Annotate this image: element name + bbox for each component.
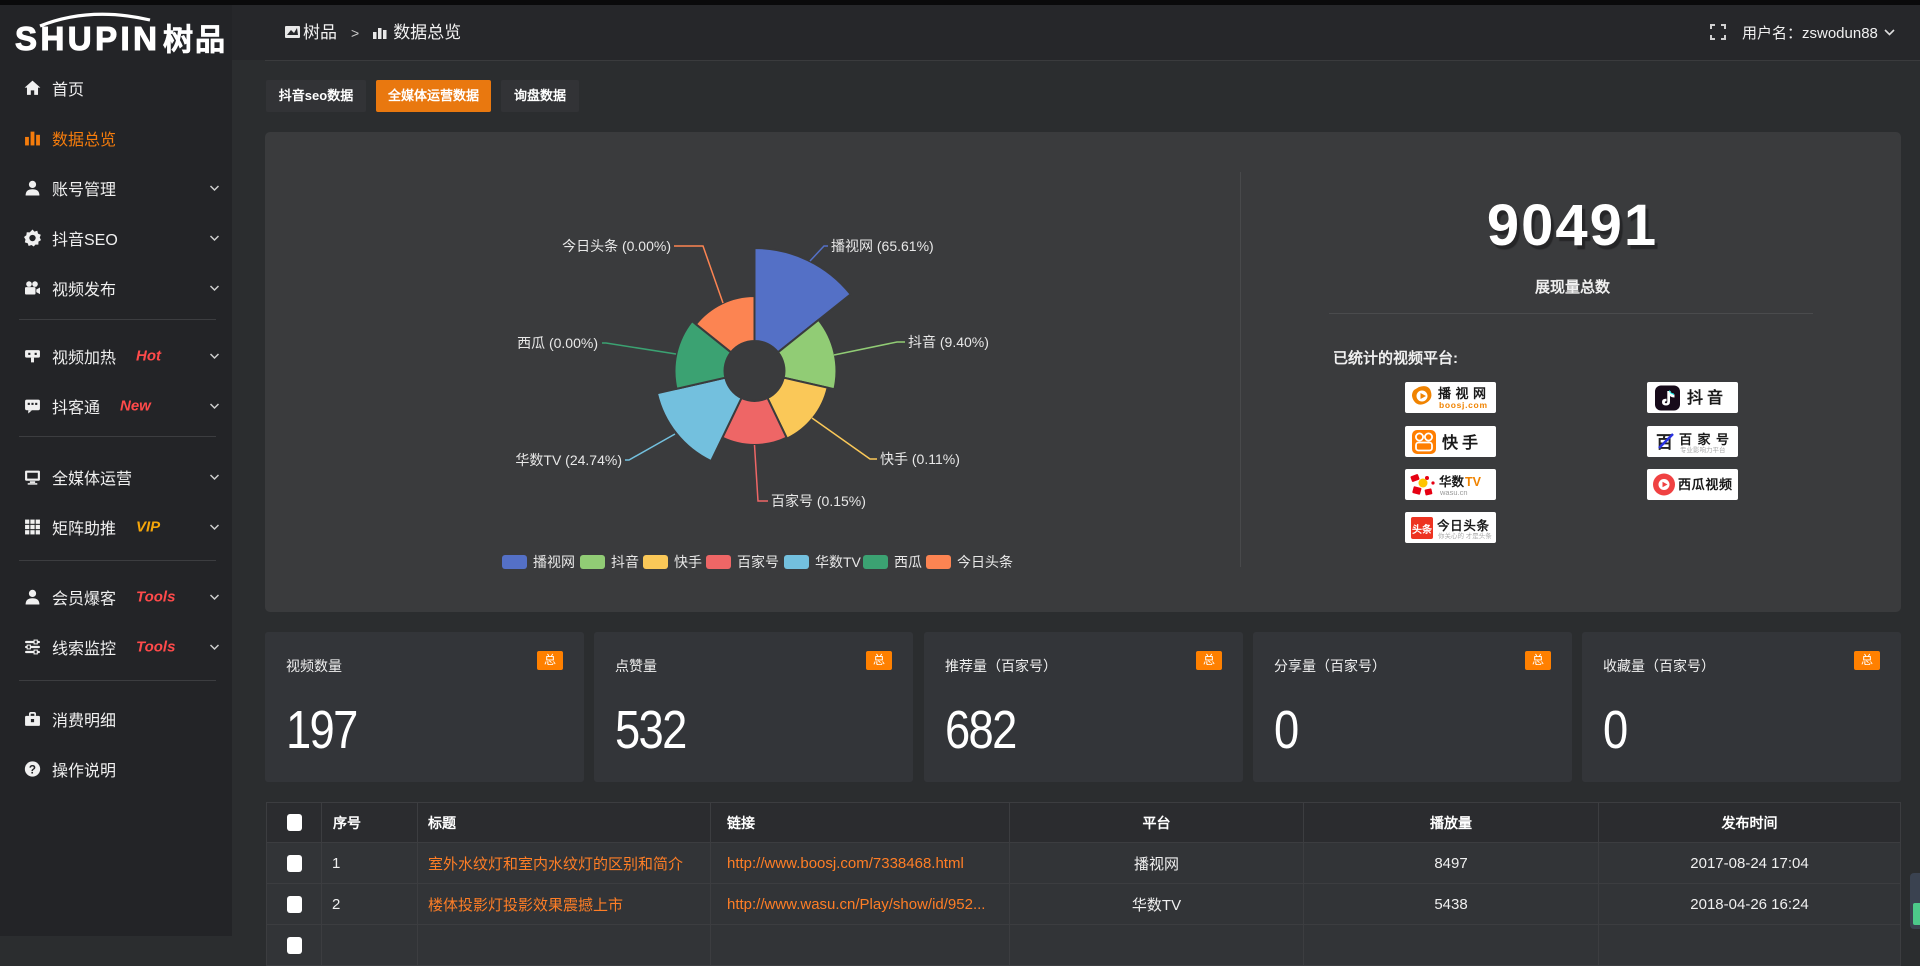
svg-text:你关心的 才是头条: 你关心的 才是头条 (1438, 531, 1492, 540)
svg-text:boosj.com: boosj.com (1439, 400, 1487, 410)
svg-text:wasu.cn: wasu.cn (1439, 488, 1468, 497)
svg-text:SHUPIN: SHUPIN (15, 20, 157, 57)
svg-text:今日头条 (0.00%): 今日头条 (0.00%) (562, 238, 671, 254)
svg-text:TV: TV (1465, 475, 1482, 489)
svg-text:华数TV (24.74%): 华数TV (24.74%) (515, 452, 622, 468)
svg-text:专业影响力平台: 专业影响力平台 (1680, 445, 1726, 454)
svg-text:?: ? (29, 763, 36, 776)
svg-text:树品: 树品 (163, 24, 225, 57)
svg-text:西瓜视频: 西瓜视频 (1678, 477, 1732, 492)
svg-text:华数: 华数 (1439, 474, 1465, 489)
svg-text:播视网: 播视网 (1438, 386, 1486, 401)
svg-text:快手: 快手 (1442, 433, 1478, 452)
svg-text:百家号 (0.15%): 百家号 (0.15%) (771, 493, 866, 509)
svg-text:播视网 (65.61%): 播视网 (65.61%) (831, 238, 934, 254)
svg-text:抖音: 抖音 (1687, 388, 1723, 407)
svg-text:抖音 (9.40%): 抖音 (9.40%) (908, 334, 989, 350)
svg-text:百家号: 百家号 (1679, 432, 1729, 447)
svg-text:快手 (0.11%): 快手 (0.11%) (880, 451, 960, 467)
svg-text:头条: 头条 (1412, 523, 1433, 536)
svg-text:今日头条: 今日头条 (1436, 518, 1489, 533)
svg-text:西瓜 (0.00%): 西瓜 (0.00%) (517, 335, 598, 351)
